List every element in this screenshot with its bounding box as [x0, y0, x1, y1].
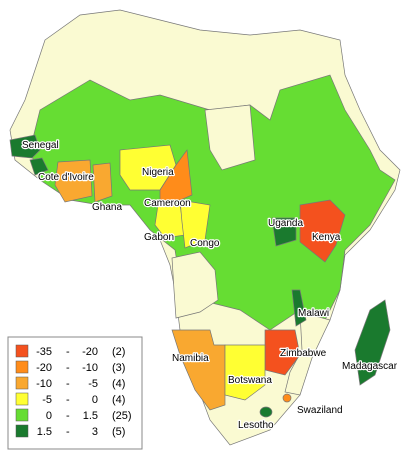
country [271, 217, 297, 247]
legend-separator: - [66, 410, 70, 422]
country [9, 134, 41, 159]
country [179, 199, 211, 249]
legend-min: 1.5 [37, 426, 52, 438]
country-label: Madagascar [342, 361, 398, 372]
legend-separator: - [66, 378, 70, 390]
country-label: Malawi [298, 308, 329, 319]
legend: -35- -20 (2)-20- -10 (3)-10- -5 (4)-5-0 (4)0-1.… [7, 336, 143, 450]
legend-max: -10 [82, 362, 98, 374]
country [224, 344, 266, 401]
legend-count: (25) [112, 410, 132, 422]
legend-max: 3 [92, 426, 98, 438]
region [204, 104, 256, 171]
legend-swatch [15, 392, 29, 406]
legend-separator: - [66, 346, 70, 358]
legend-min: -20 [36, 362, 52, 374]
legend-separator: - [66, 426, 70, 438]
legend-count: (3) [112, 362, 125, 374]
legend-min: 0 [46, 410, 52, 422]
country-label: Senegal [22, 140, 59, 151]
country-label: Uganda [268, 218, 303, 229]
country [159, 149, 193, 203]
legend-min: -5 [42, 394, 52, 406]
country-label: Cameroon [144, 198, 191, 209]
country [154, 204, 186, 239]
legend-max: -20 [82, 346, 98, 358]
legend-swatch [15, 424, 29, 438]
country-label: Swaziland [297, 405, 343, 416]
country [171, 329, 226, 411]
legend-count: (5) [112, 426, 125, 438]
country [54, 159, 93, 203]
country [282, 393, 292, 403]
country [299, 199, 346, 263]
legend-count: (2) [112, 346, 125, 358]
legend-swatch [15, 408, 29, 422]
legend-swatch [15, 360, 29, 374]
legend-min: -35 [36, 346, 52, 358]
legend-count: (4) [112, 394, 125, 406]
legend-swatch [15, 344, 29, 358]
country [92, 162, 113, 203]
country-label: Congo [190, 238, 220, 249]
legend-swatch [15, 376, 29, 390]
country-label: Ghana [92, 202, 122, 213]
legend-max: -5 [88, 378, 98, 390]
region [29, 157, 49, 176]
legend-min: -10 [36, 378, 52, 390]
country-label: Gabon [144, 232, 174, 243]
legend-max: 0 [92, 394, 98, 406]
country-label: Zimbabwe [280, 348, 327, 359]
country-label: Namibia [172, 353, 209, 364]
country-label: Botswana [228, 375, 272, 386]
country-label: Lesotho [238, 420, 274, 431]
legend-count: (4) [112, 378, 125, 390]
country-label: Nigeria [142, 167, 174, 178]
country-label: Cote d'Ivoire [38, 172, 94, 183]
legend-separator: - [66, 394, 70, 406]
country-label: Kenya [312, 232, 341, 243]
legend-separator: - [66, 362, 70, 374]
country [259, 406, 273, 418]
region [171, 251, 219, 319]
legend-max: 1.5 [83, 410, 98, 422]
country [291, 289, 307, 327]
legend-box [7, 336, 143, 450]
country [354, 299, 391, 386]
